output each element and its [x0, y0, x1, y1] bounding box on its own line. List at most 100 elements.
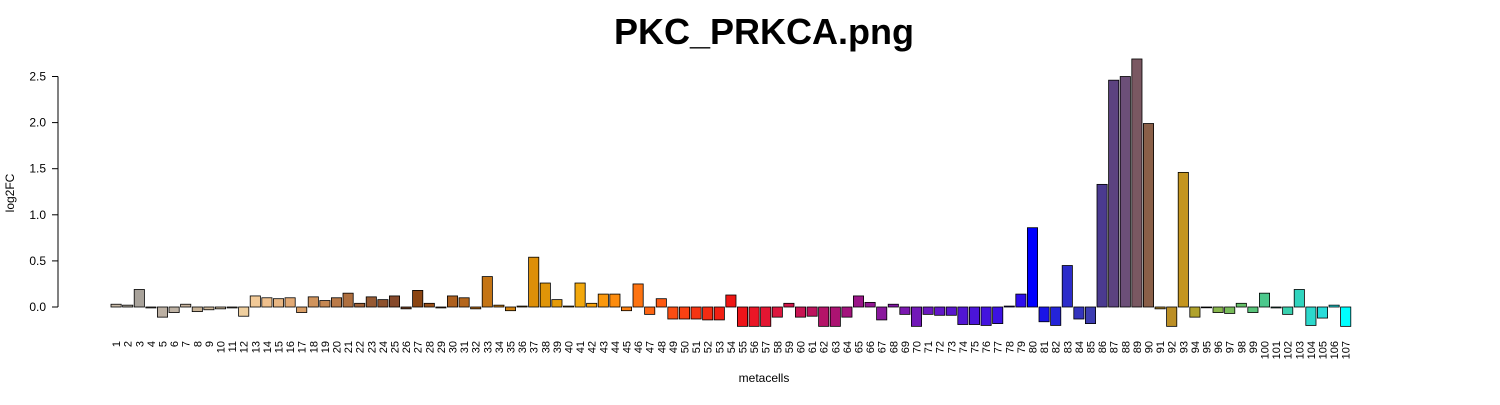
x-tick-label: 28: [424, 341, 436, 353]
x-tick-label: 73: [946, 341, 958, 353]
bar: [1050, 306, 1062, 326]
x-tick-label: 10: [216, 341, 228, 353]
x-tick-label: 87: [1109, 341, 1121, 353]
x-tick-label: 11: [227, 341, 239, 352]
x-tick-label: 40: [564, 341, 576, 353]
bar: [446, 295, 458, 308]
x-tick-label: 20: [332, 341, 344, 353]
x-tick-label: 80: [1028, 341, 1040, 353]
x-tick-label: 86: [1097, 341, 1109, 353]
y-tick-label: 0.5: [29, 254, 46, 268]
bar: [655, 298, 667, 308]
bar: [911, 306, 923, 327]
x-tick-label: 45: [622, 341, 634, 353]
x-tick-label: 59: [784, 341, 796, 353]
y-tick-label: 0.0: [29, 300, 46, 314]
bar: [1235, 302, 1247, 308]
bar: [1143, 123, 1155, 308]
x-tick-label: 101: [1271, 341, 1283, 359]
bar: [597, 293, 609, 308]
x-tick-label: 57: [761, 341, 773, 353]
bar: [493, 304, 505, 308]
x-tick-label: 24: [378, 341, 390, 353]
x-tick-label: 5: [158, 341, 170, 347]
bar: [1073, 306, 1085, 320]
x-tick-label: 97: [1225, 341, 1237, 353]
bar: [713, 306, 725, 321]
bar: [690, 306, 702, 320]
bar: [725, 294, 737, 308]
bar: [1131, 58, 1143, 308]
bar: [632, 283, 644, 308]
bar: [365, 296, 377, 308]
bar: [992, 306, 1004, 324]
bar: [1201, 306, 1213, 309]
x-tick-label: 50: [680, 341, 692, 353]
bar: [609, 293, 621, 308]
bar: [388, 295, 400, 308]
x-tick-label: 8: [192, 341, 204, 347]
bar: [435, 306, 447, 309]
x-tick-label: 2: [123, 341, 135, 347]
bar: [1119, 76, 1131, 308]
bar: [296, 306, 308, 313]
y-tick-label: 1.0: [29, 208, 46, 222]
bar: [481, 276, 493, 308]
x-tick-label: 93: [1178, 341, 1190, 353]
bar: [922, 306, 934, 315]
bar: [516, 305, 528, 308]
bar: [284, 297, 296, 308]
bars: [110, 58, 1352, 327]
x-tick-label: 21: [343, 341, 355, 353]
bar: [1027, 227, 1039, 308]
x-tick-label: 38: [540, 341, 552, 353]
x-tick-label: 47: [645, 341, 657, 353]
x-tick-label: 62: [819, 341, 831, 353]
bar: [272, 298, 284, 308]
bar: [574, 282, 586, 308]
x-tick-label: 76: [981, 341, 993, 353]
bar: [702, 306, 714, 321]
x-tick-label: 14: [262, 341, 274, 353]
y-axis: 0.0 0.5 1.0 1.5 2.0 2.5: [29, 70, 59, 314]
bar: [377, 299, 389, 308]
x-tick-label: 7: [181, 341, 193, 347]
x-tick-label: 98: [1236, 341, 1248, 353]
x-tick-label: 23: [366, 341, 378, 353]
x-tick-label: 82: [1051, 341, 1063, 353]
bar: [737, 306, 749, 327]
bar: [853, 295, 865, 308]
x-tick-label: 95: [1202, 341, 1214, 353]
bar: [1003, 305, 1015, 308]
bar: [644, 306, 656, 315]
bar: [818, 306, 830, 327]
x-tick-label: 96: [1213, 341, 1225, 353]
bar: [864, 301, 876, 308]
x-tick-label: 36: [517, 341, 529, 353]
x-tick-label: 70: [912, 341, 924, 353]
x-tick-label: 78: [1004, 341, 1016, 353]
bar: [1259, 292, 1271, 308]
bar: [1305, 306, 1317, 326]
y-axis-label: log2FC: [3, 173, 17, 212]
bar: [667, 306, 679, 320]
x-tick-label: 35: [506, 341, 518, 353]
bar: [1096, 183, 1108, 308]
bar: [307, 296, 319, 308]
x-tick-label: 17: [297, 341, 309, 353]
x-tick-label: 39: [552, 341, 564, 353]
x-tick-label: 29: [436, 341, 448, 353]
bar: [1212, 306, 1224, 313]
bar: [249, 295, 261, 308]
bar: [470, 306, 482, 310]
bar: [214, 306, 226, 310]
bar: [261, 297, 273, 308]
bar: [934, 306, 946, 316]
bar: [876, 306, 888, 321]
bar: [748, 306, 760, 327]
x-tick-label: 100: [1260, 341, 1272, 359]
bar: [760, 306, 772, 327]
bar: [621, 306, 633, 312]
bar: [795, 306, 807, 318]
